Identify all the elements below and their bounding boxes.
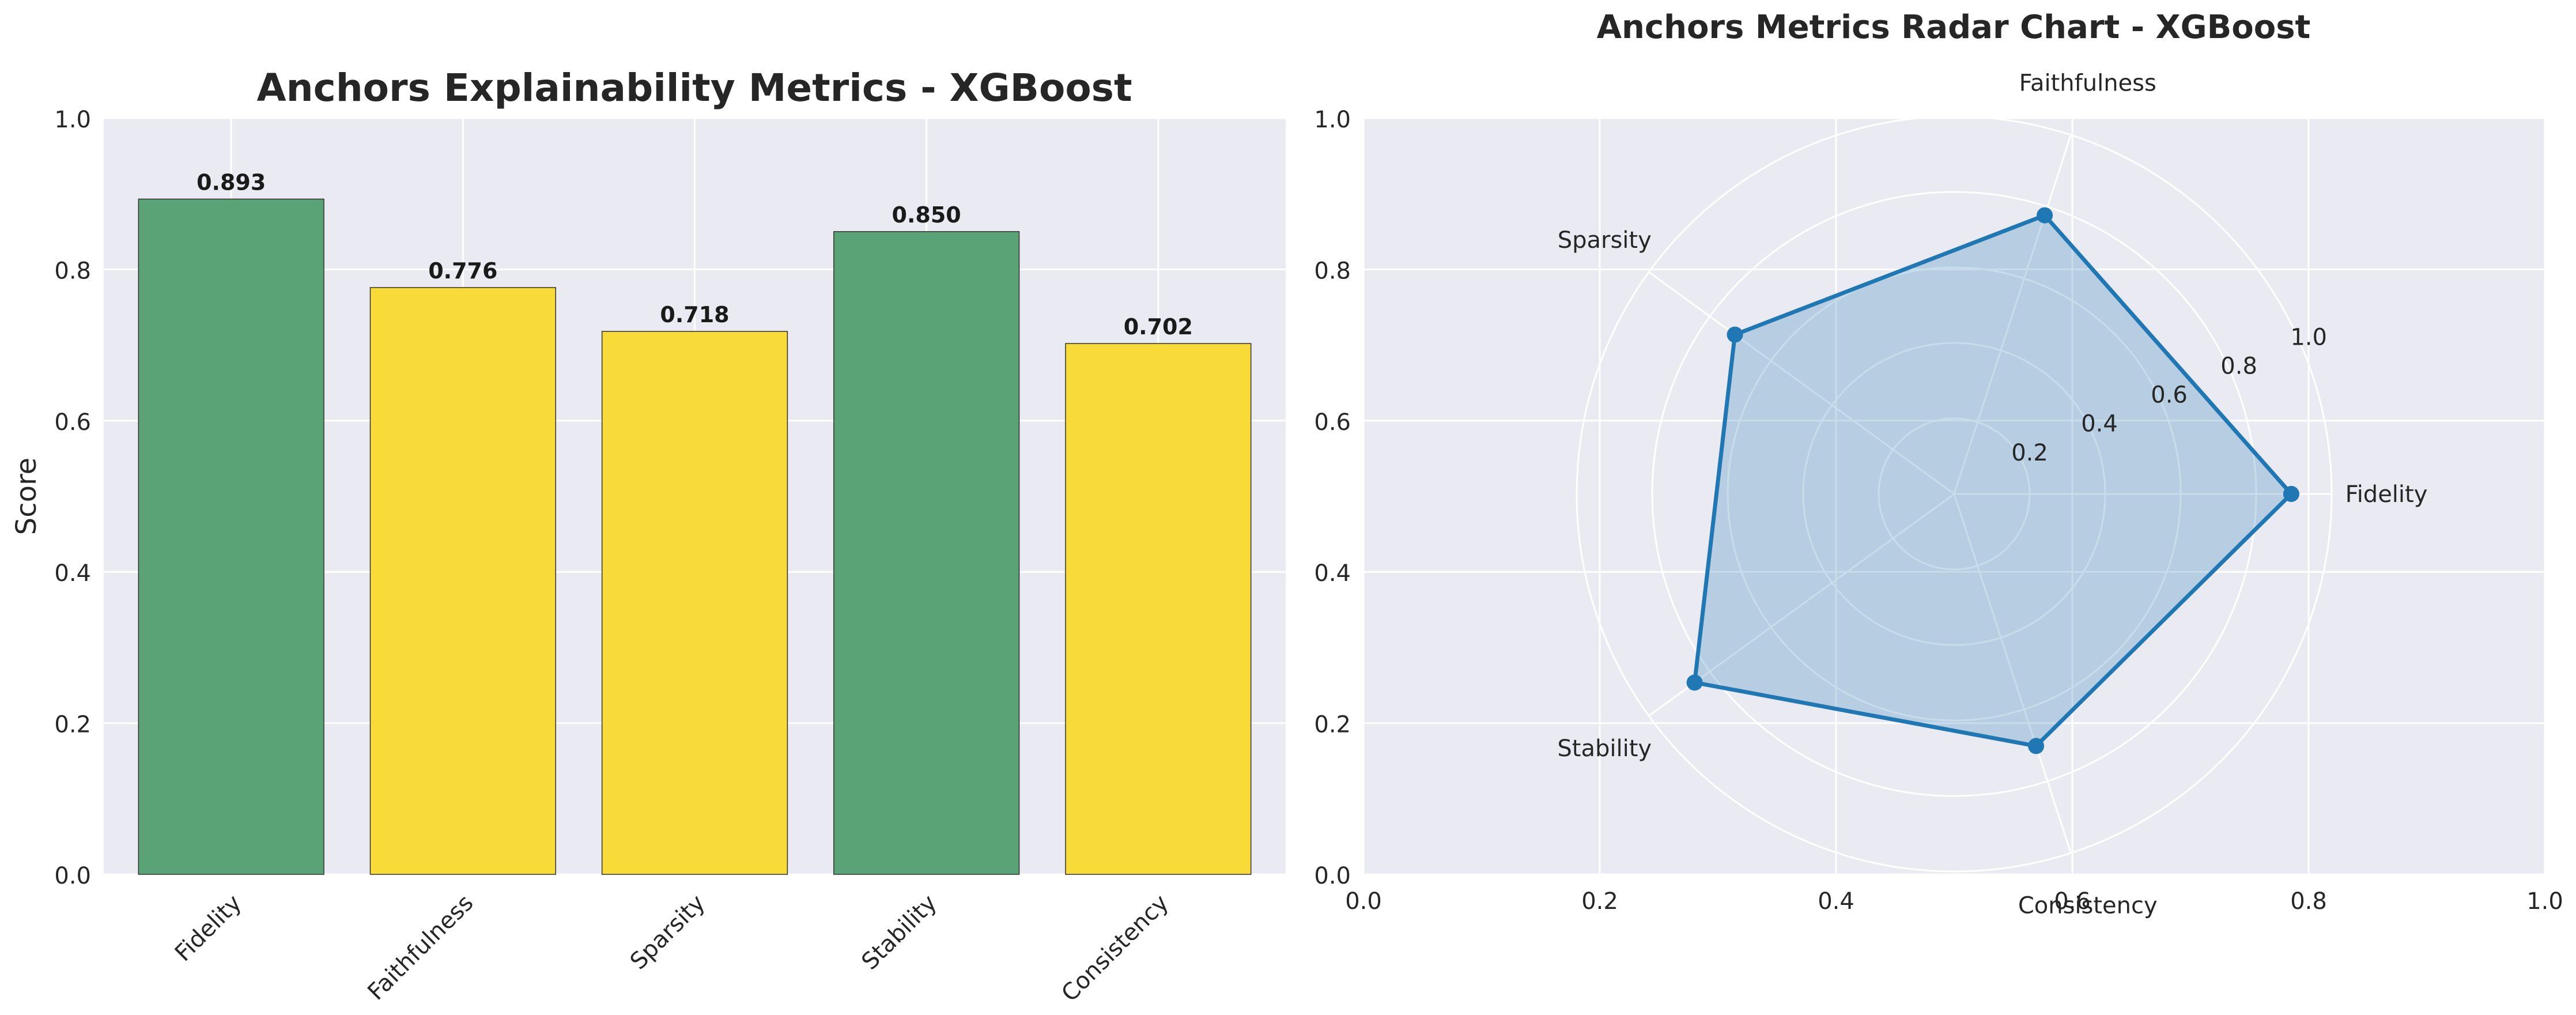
radar-background-y-tick-labels: 0.0 0.2 0.4 0.6 0.8 1.0 <box>1314 107 1351 889</box>
radar-chart: Anchors Metrics Radar Chart - XGBoost 0.… <box>1314 9 2563 919</box>
bar-x-tick-label: Stability <box>856 890 942 975</box>
radar-point <box>1686 674 1703 691</box>
radar-point <box>2028 738 2045 754</box>
radar-radial-tick-label: 1.0 <box>2290 324 2327 350</box>
radar-bg-x-tick-label: 0.6 <box>2054 888 2091 915</box>
bar <box>601 331 788 875</box>
bar <box>833 231 1020 875</box>
bar <box>369 287 556 875</box>
radar-spoke <box>1953 493 2072 854</box>
bar-y-tick-label: 0.4 <box>54 560 91 587</box>
radar-bg-y-tick-label: 0.4 <box>1314 560 1351 587</box>
radar-spoke <box>1953 134 2072 495</box>
bar-value-label: 0.702 <box>1124 314 1193 339</box>
radar-bg-y-tick-label: 1.0 <box>1314 107 1351 133</box>
bar-y-tick-labels: 0.0 0.2 0.4 0.6 0.8 1.0 <box>54 107 91 889</box>
radar-radial-tick-label: 0.6 <box>2151 382 2188 409</box>
bar-y-tick-label: 0.6 <box>54 409 91 436</box>
radar-axis-label: Fidelity <box>2345 481 2428 508</box>
radar-bg-x-tick-label: 0.2 <box>1581 888 1618 915</box>
radar-point <box>1727 326 1743 343</box>
radar-series-polygon <box>1693 213 2294 748</box>
bar-value-label: 0.850 <box>892 202 961 228</box>
bar <box>1065 343 1252 875</box>
radar-axis-label: Stability <box>1557 735 1652 762</box>
bar-value-label: 0.776 <box>428 258 497 284</box>
radar-bg-x-tick-label: 0.0 <box>1345 888 1382 915</box>
bar-x-tick-label: Sparsity <box>625 890 711 975</box>
radar-axis-label: Consistency <box>2018 892 2158 919</box>
radar-points <box>1686 207 2299 754</box>
radar-bg-y-tick-label: 0.2 <box>1314 712 1351 738</box>
radar-bg-y-tick-label: 0.6 <box>1314 409 1351 436</box>
radar-bg-x-tick-label: 0.4 <box>1818 888 1854 915</box>
radar-axis-label: Sparsity <box>1558 227 1652 254</box>
radar-background-gridlines <box>1362 117 2546 876</box>
bar-y-tick-label: 0.2 <box>54 712 91 738</box>
bar <box>138 198 324 875</box>
bar-value-label: 0.718 <box>660 302 729 327</box>
radar-radial-tick-label: 0.2 <box>2011 440 2048 466</box>
radar-chart-title: Anchors Metrics Radar Chart - XGBoost <box>1597 9 2311 46</box>
radar-bg-x-tick-label: 0.8 <box>2290 888 2327 915</box>
radar-axis-label: Faithfulness <box>2019 70 2156 97</box>
radar-point <box>2283 486 2299 502</box>
radar-axis-labels: Fidelity Faithfulness Sparsity Stability Con… <box>1557 70 2427 919</box>
bar-y-axis-label: Score <box>10 458 43 535</box>
radar-radial-tick-label: 0.4 <box>2081 411 2118 437</box>
bar-chart: Anchors Explainability Metrics - XGBoost… <box>10 66 1286 1007</box>
bar-x-tick-label: Faithfulness <box>362 890 478 1006</box>
radar-spoke <box>1648 271 1955 495</box>
radar-bg-y-tick-label: 0.0 <box>1314 863 1351 889</box>
radar-radial-tick-labels: 0.2 0.4 0.6 0.8 1.0 <box>2011 324 2327 466</box>
bar-chart-title: Anchors Explainability Metrics - XGBoost <box>257 66 1132 110</box>
radar-bg-y-tick-label: 0.8 <box>1314 258 1351 284</box>
bar-y-tick-label: 0.8 <box>54 258 91 284</box>
radar-background-x-tick-labels: 0.0 0.2 0.4 0.6 0.8 1.0 <box>1345 888 2563 915</box>
bar-value-label: 0.893 <box>197 169 266 195</box>
bar-y-tick-label: 1.0 <box>54 107 91 133</box>
radar-series <box>1693 213 2294 748</box>
bar-value-labels: 0.893 0.776 0.718 0.850 0.702 <box>197 169 1193 339</box>
radar-bg-x-tick-label: 1.0 <box>2526 888 2563 915</box>
bar-x-tick-label: Fidelity <box>170 890 247 967</box>
bar-x-tick-labels: Fidelity Faithfulness Sparsity Stability Con… <box>170 890 1174 1008</box>
radar-point <box>2037 207 2053 224</box>
bar-x-tick-label: Consistency <box>1056 890 1174 1008</box>
radar-radial-tick-label: 0.8 <box>2220 353 2257 379</box>
bar-y-tick-label: 0.0 <box>54 863 91 889</box>
bars <box>138 198 1252 875</box>
